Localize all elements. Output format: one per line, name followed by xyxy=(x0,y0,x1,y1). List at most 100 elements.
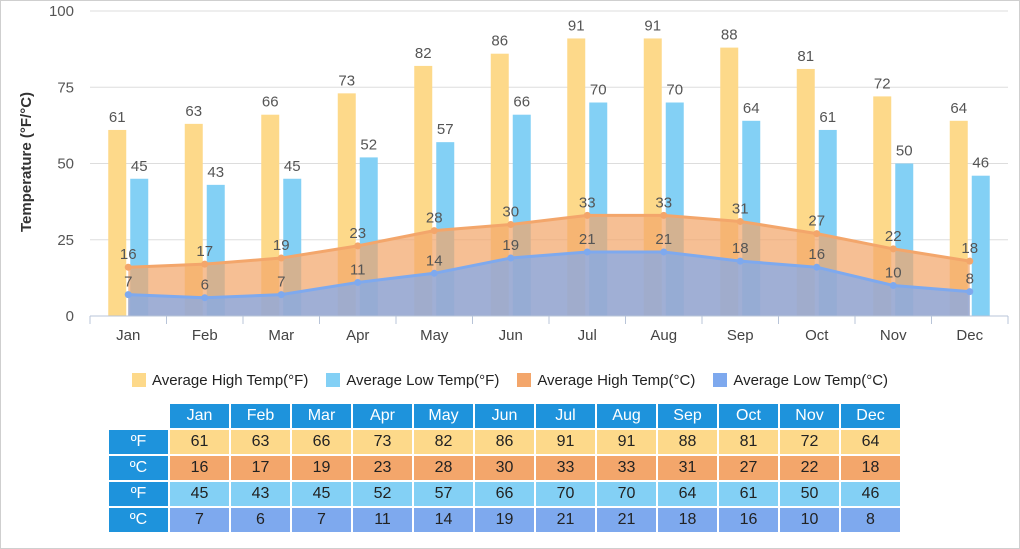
grid-layer xyxy=(90,10,1008,241)
x-tick-label: Sep xyxy=(727,327,754,344)
data-label: 21 xyxy=(579,231,596,248)
x-tick-label: Jul xyxy=(578,327,597,344)
table-cell: 31 xyxy=(658,456,717,480)
table-cell: 8 xyxy=(841,508,900,532)
data-label: 21 xyxy=(655,231,672,248)
data-label: 70 xyxy=(590,82,607,99)
table-cell: 81 xyxy=(719,430,778,454)
table-cell: 45 xyxy=(170,482,229,506)
bar xyxy=(108,129,127,316)
table-month-header: Feb xyxy=(231,404,290,428)
data-label: 52 xyxy=(360,136,377,153)
data-label: 28 xyxy=(426,210,443,227)
data-label: 57 xyxy=(437,121,454,138)
data-label: 17 xyxy=(196,243,213,260)
legend-item[interactable]: Average Low Temp(°F) xyxy=(326,372,499,389)
table-cell: 91 xyxy=(536,430,595,454)
x-tick-label: Mar xyxy=(268,327,294,344)
legend-swatch xyxy=(517,373,532,387)
bar xyxy=(971,175,990,316)
data-label: 61 xyxy=(109,109,126,126)
legend-item[interactable]: Average Low Temp(°C) xyxy=(713,372,888,389)
table-cell: 11 xyxy=(353,508,412,532)
data-label: 66 xyxy=(262,94,279,111)
data-label: 33 xyxy=(579,194,596,211)
legend-label: Average High Temp(°C) xyxy=(537,371,696,389)
data-label: 23 xyxy=(349,225,366,242)
table-month-header: Jan xyxy=(170,404,229,428)
x-tick-label: Nov xyxy=(880,327,907,344)
data-label: 50 xyxy=(896,143,913,160)
x-tick-label: Jan xyxy=(116,327,140,344)
table-cell: 30 xyxy=(475,456,534,480)
x-tick-label: May xyxy=(420,327,449,344)
table-cell: 43 xyxy=(231,482,290,506)
data-label: 66 xyxy=(513,94,530,111)
table-row: ºF 61 63 66 73 82 86 91 91 88 81 72 64 xyxy=(109,430,900,454)
table-cell: 7 xyxy=(170,508,229,532)
table-cell: 17 xyxy=(231,456,290,480)
table-cell: 6 xyxy=(231,508,290,532)
legend-label: Average High Temp(°F) xyxy=(151,371,309,389)
table-cell: 21 xyxy=(597,508,656,532)
data-label: 31 xyxy=(732,200,749,217)
area-point xyxy=(736,257,744,265)
x-tick-label: Dec xyxy=(956,327,983,344)
table-cell: 61 xyxy=(719,482,778,506)
area-point xyxy=(430,227,438,235)
legend-item[interactable]: Average High Temp(°F) xyxy=(131,371,309,389)
data-label: 11 xyxy=(350,261,366,278)
legend-label: Average Low Temp(°F) xyxy=(346,371,500,389)
area-point xyxy=(583,211,591,219)
area-point xyxy=(966,288,974,296)
data-label: 43 xyxy=(207,164,224,181)
table-cell: 50 xyxy=(780,482,839,506)
table-cell: 86 xyxy=(475,430,534,454)
area-point xyxy=(124,263,132,271)
table-cell: 19 xyxy=(292,456,351,480)
data-label: 70 xyxy=(666,82,683,99)
table-cell: 66 xyxy=(292,430,351,454)
table-cell: 16 xyxy=(170,456,229,480)
area-point xyxy=(736,217,744,225)
table-cell: 23 xyxy=(353,456,412,480)
area-line xyxy=(128,250,970,300)
table-row: ºC 7 6 7 11 14 19 21 21 18 16 10 8 xyxy=(109,508,900,532)
table-header-row: Jan Feb Mar Apr May Jun Jul Aug Sep Oct Nov Dec xyxy=(109,404,900,428)
table-row: ºF 45 43 45 52 57 66 70 70 64 61 50 46 xyxy=(109,482,900,506)
data-label: 22 xyxy=(885,228,902,245)
table-cell: 73 xyxy=(353,430,412,454)
data-label: 18 xyxy=(961,240,978,257)
table-unit-label: ºC xyxy=(109,456,168,480)
data-label: 7 xyxy=(124,274,132,291)
area-point xyxy=(354,242,362,250)
legend: Average High Temp(°F) Average Low Temp(°F… xyxy=(0,368,1020,392)
data-label: 10 xyxy=(885,265,902,282)
y-axis-title: Temperature (°F/°C) xyxy=(18,92,35,232)
area-point xyxy=(277,254,285,262)
data-label: 91 xyxy=(644,17,661,34)
temperature-chart: 0 25 50 75 100 Jan Feb Mar Apr May Jun Jul Aug Sep Oct… xyxy=(18,3,1009,344)
table-month-header: Apr xyxy=(353,404,412,428)
legend-item[interactable]: Average High Temp(°C) xyxy=(517,372,695,389)
area-layer xyxy=(124,211,974,316)
y-tick-label: 0 xyxy=(66,308,74,325)
area-point xyxy=(889,245,897,253)
table-month-header: Nov xyxy=(780,404,839,428)
table-cell: 19 xyxy=(475,508,534,532)
table-cell: 18 xyxy=(841,456,900,480)
table-month-header: Oct xyxy=(719,404,778,428)
data-label: 73 xyxy=(338,72,355,89)
area-point xyxy=(660,248,668,256)
area-point xyxy=(201,260,209,268)
table-month-header: Jun xyxy=(475,404,534,428)
area-point xyxy=(354,278,362,286)
data-label: 45 xyxy=(131,158,148,175)
area-point xyxy=(507,254,515,262)
table-cell: 82 xyxy=(414,430,473,454)
table-cell: 63 xyxy=(231,430,290,454)
table-cell: 70 xyxy=(536,482,595,506)
table-cell: 88 xyxy=(658,430,717,454)
x-tick-label: Oct xyxy=(805,327,829,344)
